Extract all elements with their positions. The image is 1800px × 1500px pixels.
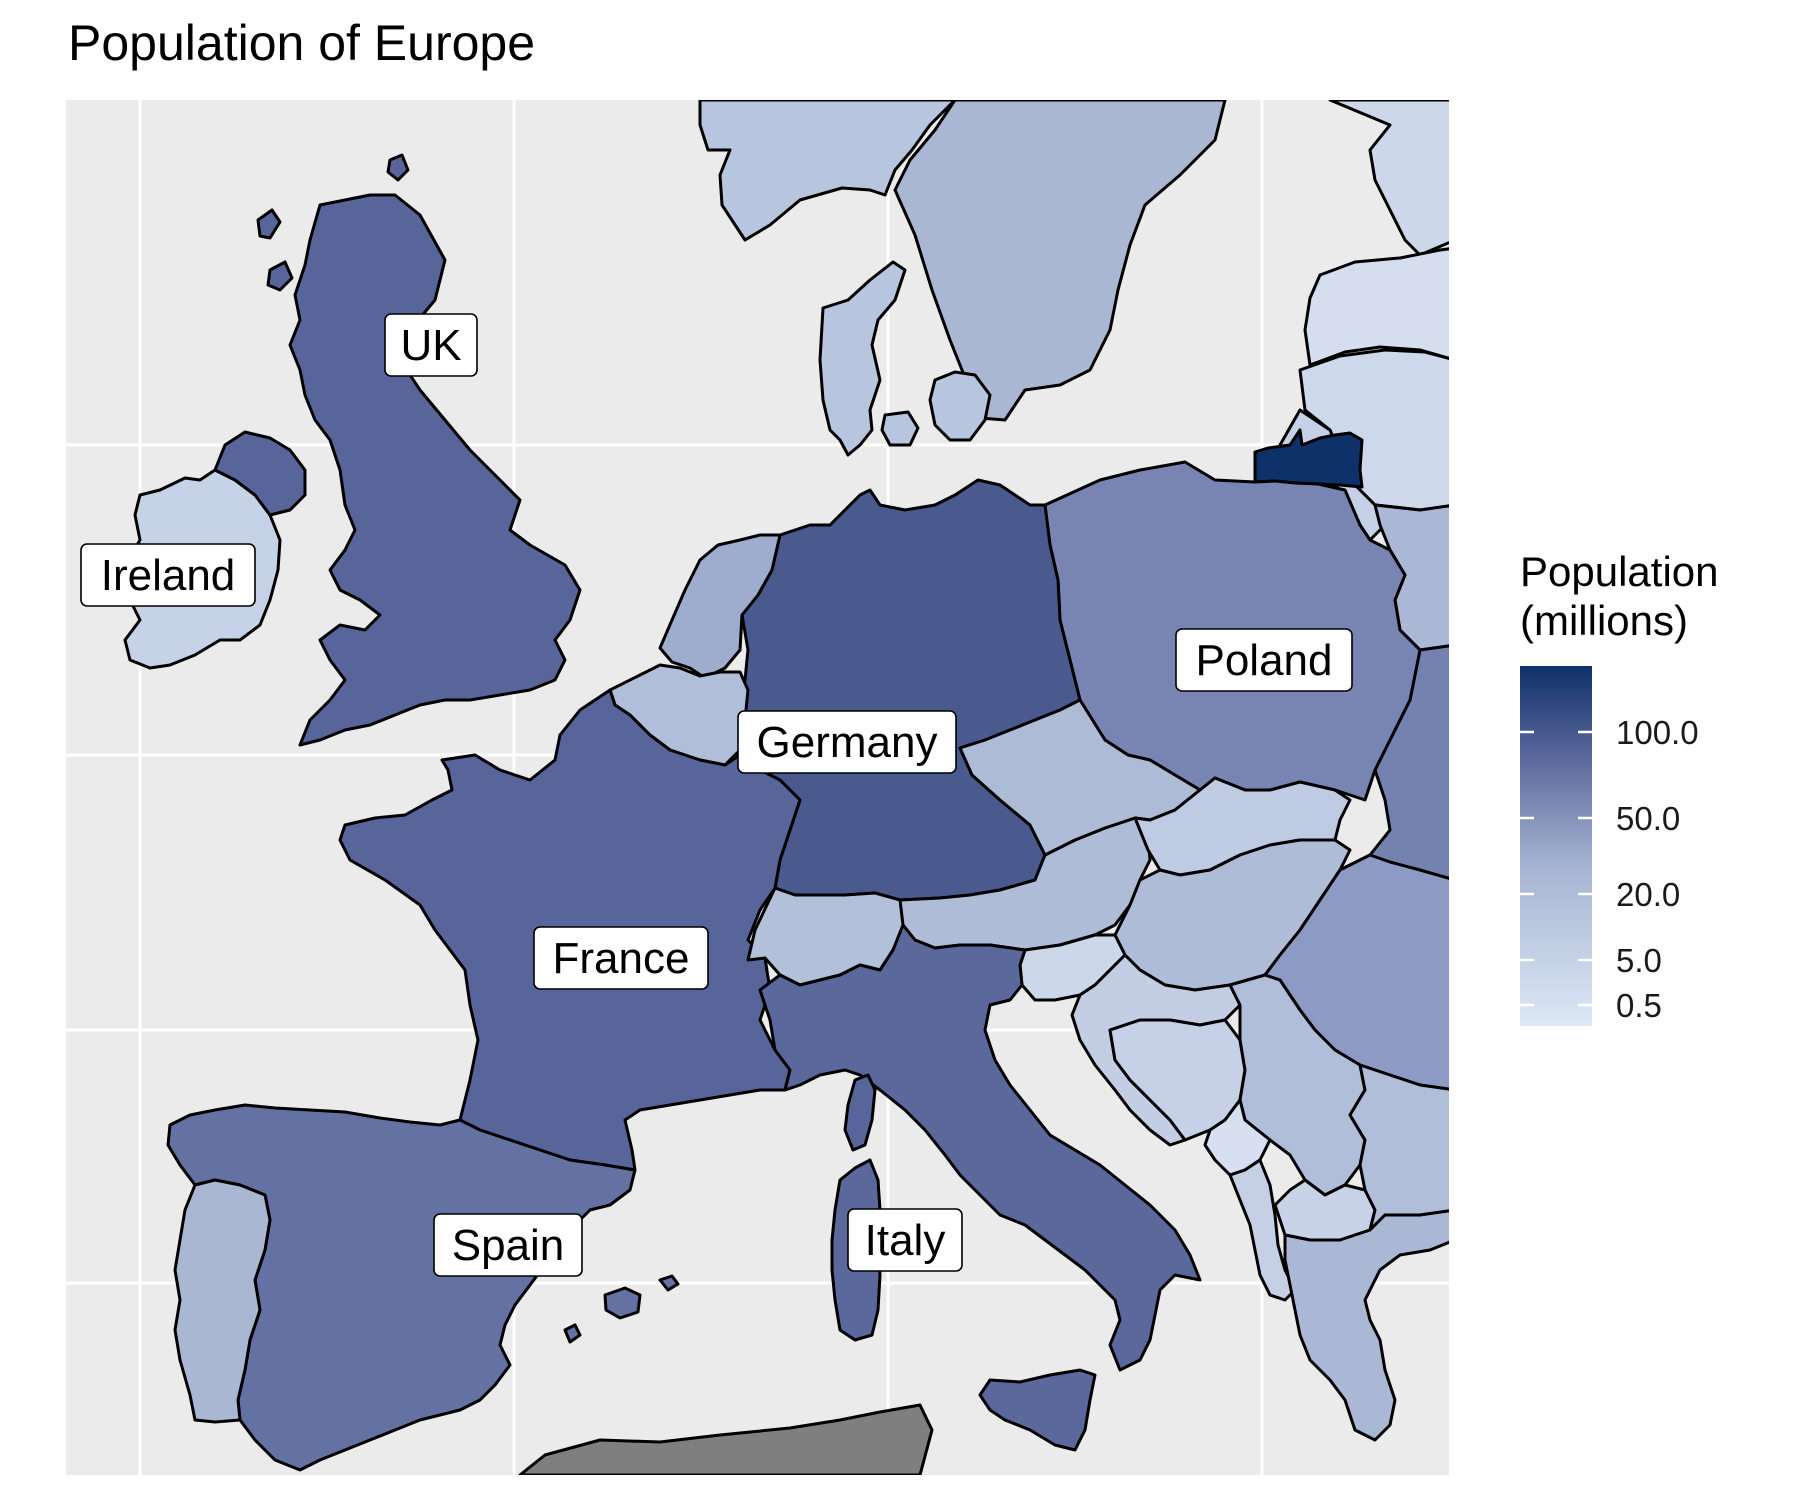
label-france: France: [533, 926, 709, 990]
label-germany-text: Germany: [757, 718, 938, 767]
region-greece: [1283, 1209, 1449, 1442]
region-uk-northern-ireland: [213, 430, 307, 517]
label-uk-text: UK: [400, 321, 461, 370]
country-labels: UK Ireland Poland Germany France Spain I…: [80, 313, 1353, 1277]
label-italy-text: Italy: [865, 1216, 946, 1265]
region-uk-skye: [266, 260, 294, 292]
region-netherlands: [658, 533, 782, 680]
region-north-africa: [518, 1403, 934, 1475]
region-spain-ibiza: [563, 1323, 582, 1344]
label-uk: UK: [384, 313, 478, 377]
legend-break-label: 20.0: [1616, 876, 1680, 913]
region-sweden: [893, 100, 1227, 422]
label-germany: Germany: [737, 710, 957, 774]
region-uk-hebrides: [256, 208, 282, 240]
label-ireland-text: Ireland: [101, 551, 236, 600]
region-spain-mallorca: [603, 1286, 642, 1320]
region-italy-sicily: [978, 1368, 1097, 1452]
legend-title-line1: Population: [1520, 548, 1719, 595]
label-poland: Poland: [1175, 628, 1353, 692]
region-finland: [1328, 100, 1449, 257]
region-norway: [698, 100, 957, 242]
label-france-text: France: [553, 934, 690, 983]
region-italy: [758, 923, 1202, 1372]
legend: Population (millions) 100.0 50.0 20.0 5.…: [1520, 548, 1719, 1026]
region-denmark: [818, 260, 907, 457]
region-portugal: [173, 1178, 272, 1424]
region-spain-menorca: [658, 1274, 680, 1292]
legend-title-line2: (millions): [1520, 597, 1688, 644]
region-serbia: [1228, 973, 1367, 1197]
label-poland-text: Poland: [1195, 636, 1332, 685]
legend-break-label: 50.0: [1616, 800, 1680, 837]
region-denmark-zealand: [928, 370, 992, 442]
region-estonia: [1303, 247, 1449, 367]
legend-colorbar: [1520, 666, 1592, 1026]
label-italy: Italy: [847, 1208, 963, 1272]
region-france-corsica: [843, 1073, 877, 1152]
legend-break-label: 100.0: [1616, 714, 1699, 751]
label-ireland: Ireland: [80, 543, 256, 607]
region-denmark-funen: [880, 410, 920, 447]
map-title: Population of Europe: [68, 15, 536, 71]
region-uk-orkney: [386, 153, 410, 182]
label-spain: Spain: [433, 1213, 583, 1277]
legend-break-label: 5.0: [1616, 942, 1662, 979]
label-spain-text: Spain: [452, 1221, 565, 1270]
legend-break-label: 0.5: [1616, 987, 1662, 1024]
region-uk-great-britain: [288, 193, 582, 747]
